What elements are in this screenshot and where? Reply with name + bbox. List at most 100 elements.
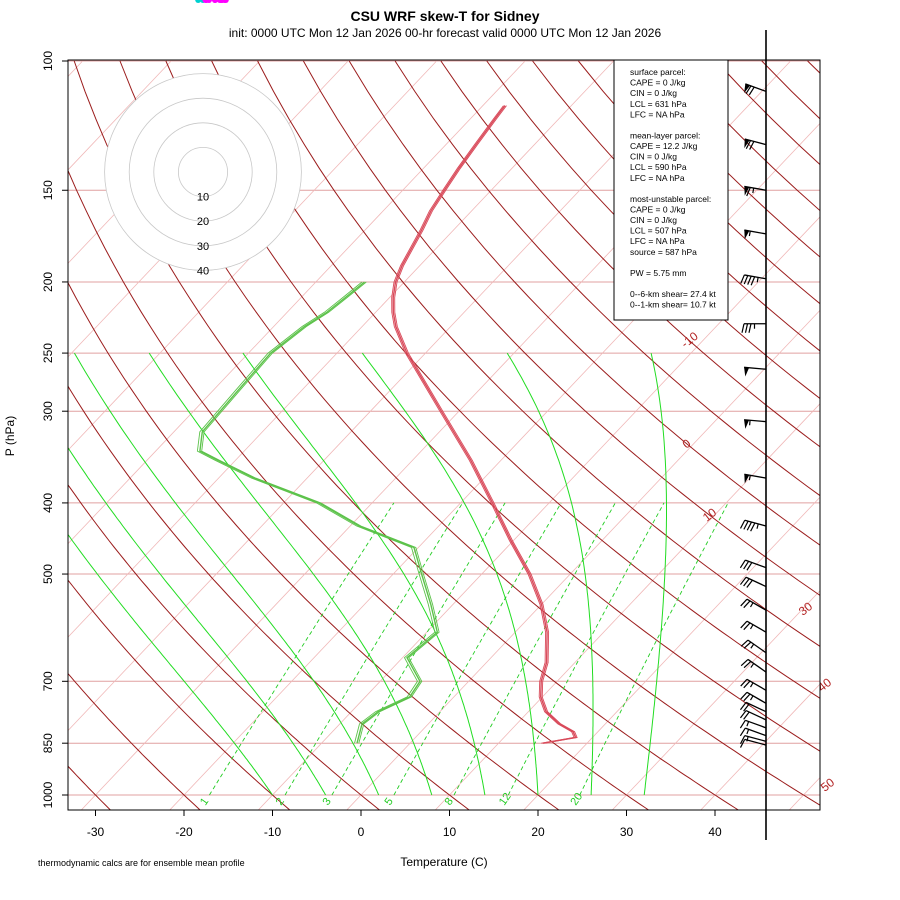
moist-adiabat <box>148 352 433 796</box>
stats-box-frame <box>613 59 729 321</box>
x-tick-label: 20 <box>531 825 545 839</box>
wind-barb <box>744 138 767 150</box>
x-axis: -30 -20 -10 0 10 20 30 40 <box>87 810 722 839</box>
mixing-ratio-label: 8 <box>443 796 456 808</box>
isotherm-line <box>68 60 437 451</box>
wind-barb <box>739 576 767 588</box>
wind-barb <box>740 598 767 611</box>
wind-barb-feather <box>740 620 748 629</box>
wind-barb <box>740 274 767 286</box>
wind-barb-feather <box>747 275 752 285</box>
x-tick-label: 10 <box>443 825 457 839</box>
wind-barb <box>739 519 767 532</box>
wind-barb-feather <box>740 274 745 284</box>
stats-line: LFC = NA hPa <box>630 109 685 119</box>
dewpoint-line <box>199 281 439 744</box>
wind-barb <box>739 738 767 748</box>
wind-barb-feather <box>739 519 746 529</box>
stats-line: 0--1-km shear= 10.7 kt <box>630 299 716 309</box>
wind-barb-feather <box>739 739 746 748</box>
stats-line: LCL = 590 hPa <box>630 162 687 172</box>
y-tick-label: 150 <box>41 180 55 200</box>
wind-barb-feather <box>746 521 753 531</box>
hodograph-point <box>216 0 223 3</box>
mixing-ratio-label: 5 <box>383 796 396 808</box>
chart-subtitle: init: 0000 UTC Mon 12 Jan 2026 00-hr for… <box>229 26 662 40</box>
wind-barb-feather <box>743 711 750 720</box>
wind-barb-flag <box>744 138 750 149</box>
y-axis-label: P (hPa) <box>3 416 17 456</box>
dry-adiabat <box>348 60 820 546</box>
wind-barb-feather <box>740 659 749 667</box>
wind-barb-feather <box>740 639 749 647</box>
mixing-ratio-label: 3 <box>321 796 334 808</box>
y-tick-label: 700 <box>41 671 55 691</box>
y-tick-label: 250 <box>41 343 55 363</box>
wind-barb-shaft <box>746 598 767 611</box>
wind-barb-feather <box>739 735 746 745</box>
wind-barb <box>744 229 767 240</box>
wind-barb-shaft <box>746 678 767 691</box>
wind-barb-feather <box>743 703 750 712</box>
wind-barb-shaft <box>744 366 767 370</box>
wind-barb-feather <box>743 600 751 609</box>
wind-barb-half-feather <box>746 729 750 735</box>
wind-barb-shaft <box>745 727 767 737</box>
wind-barb-flag <box>744 186 750 196</box>
x-tick-label: 0 <box>358 825 365 839</box>
isotherm-label: 10 <box>700 505 719 524</box>
wind-barb <box>739 709 767 721</box>
dewpoint-line <box>201 281 440 744</box>
stats-line: CIN = 0 J/kg <box>630 152 677 162</box>
stats-line: CAPE = 0 J/kg <box>630 204 686 214</box>
stats-line: mean-layer parcel: <box>630 130 700 140</box>
hodograph-point-label: 0.1 <box>212 0 227 3</box>
wind-barb-half-feather <box>748 475 751 481</box>
wind-barb-half-feather <box>749 695 754 701</box>
hodograph-point <box>195 0 202 3</box>
stats-line: CIN = 0 J/kg <box>630 215 677 225</box>
isotherm-line <box>700 683 820 810</box>
isotherm-label: 50 <box>818 775 837 794</box>
wind-barb-shaft <box>744 519 767 527</box>
isotherm-line <box>523 496 820 810</box>
y-tick-label: 500 <box>41 564 55 584</box>
hodograph-point-label: 1 <box>220 0 226 3</box>
isotherm-line <box>68 60 614 638</box>
wind-barb-feather <box>746 562 753 571</box>
x-tick-label: -10 <box>264 825 282 839</box>
y-tick-label: 200 <box>41 272 55 292</box>
x-tick-label: 40 <box>708 825 722 839</box>
wind-barb <box>739 701 767 713</box>
wind-barb-feather <box>739 719 746 729</box>
y-tick-label: 400 <box>41 493 55 513</box>
wind-barb-shaft <box>745 576 767 588</box>
hodograph-point <box>206 0 212 3</box>
wind-barb <box>741 323 766 333</box>
wind-barb-feather <box>745 85 752 95</box>
y-tick-label: 300 <box>41 401 55 421</box>
moist-adiabat <box>242 352 486 796</box>
wind-barb <box>740 658 767 673</box>
wind-barb-shaft <box>746 691 767 704</box>
dry-adiabat <box>68 281 560 810</box>
dry-adiabat <box>302 60 820 596</box>
wind-barb-shaft <box>744 738 767 746</box>
dry-adiabat <box>807 60 820 74</box>
wind-barb-half-feather <box>748 230 751 237</box>
wind-barb-feather <box>744 323 749 333</box>
mixing-ratio-labels: 1 2 3 5 8 12 20 <box>198 791 585 808</box>
dry-adiabat <box>394 60 820 497</box>
isotherm-label: 0 <box>680 436 694 451</box>
y-tick-label: 1000 <box>41 781 55 808</box>
wind-barb-shaft <box>744 274 767 280</box>
stats-line: source = 587 hPa <box>630 247 697 257</box>
dry-adiabat <box>486 60 820 400</box>
temperature-line <box>394 105 578 744</box>
x-tick-label: -30 <box>87 825 105 839</box>
wind-barb-half-feather <box>749 602 754 608</box>
wind-barb <box>744 366 767 377</box>
wind-barb-flag <box>744 367 750 377</box>
temperature-line <box>392 105 577 744</box>
